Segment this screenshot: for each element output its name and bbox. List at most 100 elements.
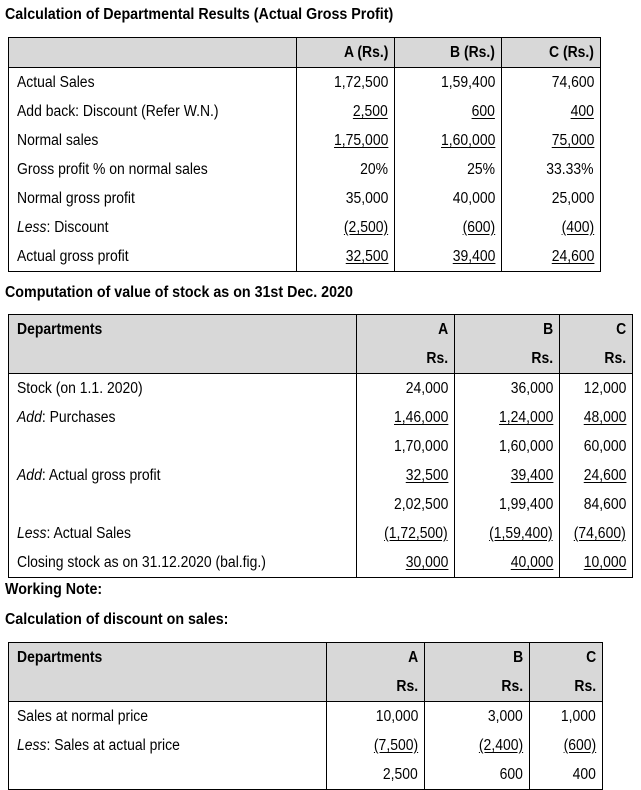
discount-calculation-table: Departments A B C Rs. Rs. Rs. Sales at n… (8, 642, 603, 790)
table-header-row: Departments A B C (8, 642, 603, 672)
unit-b: Rs. (424, 672, 530, 702)
value-c: (400) (501, 213, 601, 242)
table-header-row: Departments A B C (8, 314, 633, 344)
column-header-b: B (Rs.) (394, 37, 502, 68)
value-b: (1,59,400) (454, 519, 560, 548)
table-row: 2,02,500 1,99,400 84,600 (8, 490, 633, 519)
column-header-a: A (Rs.) (296, 37, 395, 68)
value-a: 35,000 (296, 184, 395, 213)
row-label: Add: Actual gross profit (8, 461, 357, 490)
column-header-c: C (529, 642, 603, 672)
value-b: (2,400) (424, 731, 530, 760)
value-a: 1,75,000 (296, 126, 395, 155)
departments-header: Departments (8, 314, 357, 344)
section2-title: Computation of value of stock as on 31st… (5, 284, 353, 301)
units-row: Rs. Rs. Rs. (8, 344, 633, 374)
value-a: (2,500) (296, 213, 395, 242)
value-c: 24,600 (501, 242, 601, 272)
value-b: 1,99,400 (454, 490, 560, 519)
departments-header: Departments (8, 642, 327, 672)
value-b: (600) (394, 213, 502, 242)
row-label: Stock (on 1.1. 2020) (8, 373, 357, 403)
departmental-results-table: A (Rs.) B (Rs.) C (Rs.) Actual Sales 1,7… (8, 37, 601, 272)
column-header-b: B (424, 642, 530, 672)
row-label: Less: Sales at actual price (8, 731, 327, 760)
value-b: 1,60,000 (394, 126, 502, 155)
working-note-title: Working Note: (5, 581, 103, 598)
value-c: 60,000 (559, 432, 633, 461)
unit-a: Rs. (326, 672, 425, 702)
unit-c: Rs. (559, 344, 633, 374)
table-row: Add: Actual gross profit 32,500 39,400 2… (8, 461, 633, 490)
value-c: 400 (501, 97, 601, 126)
table-row: Less: Discount (2,500) (600) (400) (8, 213, 601, 242)
column-header-c: C (559, 314, 633, 344)
row-label: Less: Actual Sales (8, 519, 357, 548)
value-b: 40,000 (454, 548, 560, 578)
value-b: 3,000 (424, 701, 530, 731)
unit-c: Rs. (529, 672, 603, 702)
header-blank (8, 37, 297, 68)
value-a: 1,46,000 (356, 403, 455, 432)
table-row: Less: Actual Sales (1,72,500) (1,59,400)… (8, 519, 633, 548)
table-row: 1,70,000 1,60,000 60,000 (8, 432, 633, 461)
unit-a: Rs. (356, 344, 455, 374)
value-c: 75,000 (501, 126, 601, 155)
row-label: Actual gross profit (8, 242, 297, 272)
value-c: 10,000 (559, 548, 633, 578)
value-b: 39,400 (454, 461, 560, 490)
value-b: 36,000 (454, 373, 560, 403)
table-row: Stock (on 1.1. 2020) 24,000 36,000 12,00… (8, 373, 633, 403)
row-label (8, 760, 327, 790)
table-header-row: A (Rs.) B (Rs.) C (Rs.) (8, 37, 601, 68)
value-b: 1,24,000 (454, 403, 560, 432)
row-label: Sales at normal price (8, 701, 327, 731)
value-a: 2,02,500 (356, 490, 455, 519)
table-row: Sales at normal price 10,000 3,000 1,000 (8, 701, 603, 731)
row-label: Normal sales (8, 126, 297, 155)
table-row: 2,500 600 400 (8, 760, 603, 790)
value-b: 39,400 (394, 242, 502, 272)
value-a: (1,72,500) (356, 519, 455, 548)
value-a: 1,70,000 (356, 432, 455, 461)
row-label: Gross profit % on normal sales (8, 155, 297, 184)
value-a: 1,72,500 (296, 67, 395, 97)
value-a: (7,500) (326, 731, 425, 760)
value-c: 24,600 (559, 461, 633, 490)
value-b: 1,60,000 (454, 432, 560, 461)
row-label: Actual Sales (8, 67, 297, 97)
value-a: 2,500 (296, 97, 395, 126)
stock-computation-table: Departments A B C Rs. Rs. Rs. Stock (on … (8, 314, 633, 578)
table-row: Normal gross profit 35,000 40,000 25,000 (8, 184, 601, 213)
value-c: 400 (529, 760, 603, 790)
table-row: Normal sales 1,75,000 1,60,000 75,000 (8, 126, 601, 155)
value-c: 25,000 (501, 184, 601, 213)
units-row: Rs. Rs. Rs. (8, 672, 603, 702)
table-row: Actual gross profit 32,500 39,400 24,600 (8, 242, 601, 272)
row-label (8, 432, 357, 461)
row-label: Add: Purchases (8, 403, 357, 432)
table-row: Less: Sales at actual price (7,500) (2,4… (8, 731, 603, 760)
row-label: Add back: Discount (Refer W.N.) (8, 97, 297, 126)
value-c: 33.33% (501, 155, 601, 184)
column-header-c: C (Rs.) (501, 37, 601, 68)
value-b: 600 (394, 97, 502, 126)
row-label: Normal gross profit (8, 184, 297, 213)
value-c: 74,600 (501, 67, 601, 97)
value-c: 12,000 (559, 373, 633, 403)
table-row: Actual Sales 1,72,500 1,59,400 74,600 (8, 67, 601, 97)
value-a: 30,000 (356, 548, 455, 578)
value-c: 48,000 (559, 403, 633, 432)
units-blank (8, 672, 327, 702)
column-header-b: B (454, 314, 560, 344)
value-a: 24,000 (356, 373, 455, 403)
row-label (8, 490, 357, 519)
unit-b: Rs. (454, 344, 560, 374)
units-blank (8, 344, 357, 374)
table-row: Closing stock as on 31.12.2020 (bal.fig.… (8, 548, 633, 578)
table-row: Add back: Discount (Refer W.N.) 2,500 60… (8, 97, 601, 126)
value-c: 84,600 (559, 490, 633, 519)
table-row: Gross profit % on normal sales 20% 25% 3… (8, 155, 601, 184)
row-label: Closing stock as on 31.12.2020 (bal.fig.… (8, 548, 357, 578)
value-a: 20% (296, 155, 395, 184)
